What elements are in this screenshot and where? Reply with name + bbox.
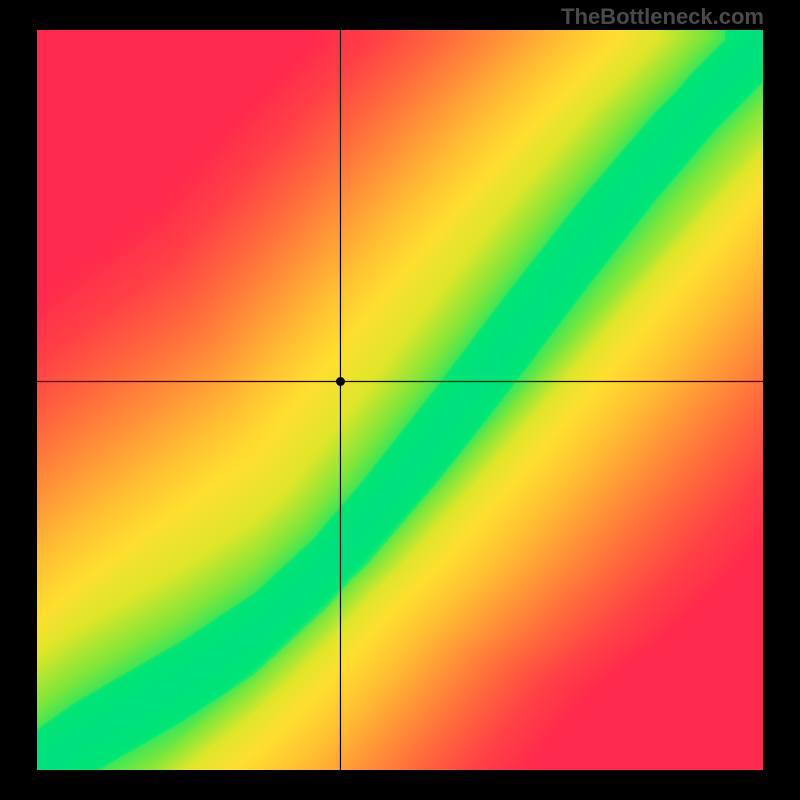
chart-container: { "image": { "width": 800, "height": 800… [0,0,800,800]
attribution-watermark: TheBottleneck.com [561,4,764,30]
bottleneck-heatmap [37,30,763,770]
